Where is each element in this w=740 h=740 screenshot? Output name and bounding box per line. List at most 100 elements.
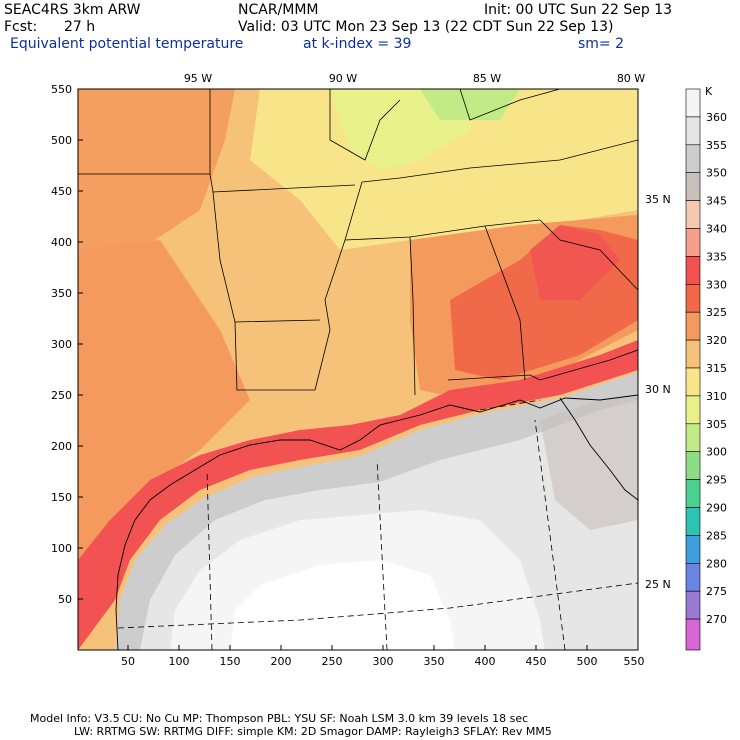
field-name: Equivalent potential temperature	[10, 36, 244, 52]
valid-time: Valid: 03 UTC Mon 23 Sep 13 (22 CDT Sun …	[238, 19, 614, 35]
colorbar-swatch-310	[685, 367, 701, 397]
gulf-max-band	[230, 560, 455, 650]
colorbar-label-310: 310	[706, 390, 727, 403]
graticule	[117, 399, 638, 650]
fcst-label: Fcst:	[4, 19, 38, 35]
colorbar-swatch-305	[685, 395, 701, 425]
colorbar-swatch-345	[685, 172, 701, 201]
colorbar-label-285: 285	[706, 529, 727, 542]
coastal-330-band	[78, 340, 638, 650]
texas-320-band	[78, 240, 250, 560]
footer-line-1: Model Info: V3.5 CU: No Cu MP: Thompson …	[30, 712, 529, 725]
colorbar-label-340: 340	[706, 223, 727, 236]
colorbar-label-320: 320	[706, 334, 727, 347]
theta-e-field	[78, 89, 638, 650]
lon-95w: 95 W	[184, 72, 212, 85]
y-tick-300: 300	[51, 338, 72, 351]
colorbar-swatch-290	[685, 479, 701, 508]
y-tick-150: 150	[51, 491, 72, 504]
west-320-band	[78, 89, 235, 260]
colorbar-swatch-270	[685, 590, 701, 620]
fcst-value: 27 h	[64, 19, 96, 35]
colorbar-label-290: 290	[706, 502, 727, 515]
level-info: at k-index = 39	[303, 36, 412, 52]
colorbar-label-275: 275	[706, 585, 727, 598]
colorbar-swatch-330	[685, 256, 701, 285]
y-tick-450: 450	[51, 185, 72, 198]
smoothing-info: sm= 2	[578, 36, 625, 52]
x-tick-100: 100	[169, 655, 190, 668]
colorbar-label-350: 350	[706, 167, 727, 180]
x-tick-500: 500	[577, 655, 598, 668]
footer-line-2: LW: RRTMG SW: RRTMG DIFF: simple KM: 2D …	[74, 725, 552, 738]
x-tick-200: 200	[271, 655, 292, 668]
colorbar-swatch-295	[685, 451, 701, 480]
florida-coast	[559, 397, 638, 501]
colorbar-swatch-below	[685, 618, 701, 651]
colorbar-swatch-355	[685, 116, 701, 146]
colorbar-swatch-350	[685, 144, 701, 174]
colorbar-label-280: 280	[706, 557, 727, 570]
x-tick-150: 150	[220, 655, 241, 668]
lat-25n: 25 N	[645, 578, 671, 591]
x-tick-50: 50	[121, 655, 135, 668]
colorbar-label-270: 270	[706, 613, 727, 626]
x-tick-450: 450	[526, 655, 547, 668]
y-tick-400: 400	[51, 236, 72, 249]
x-tick-400: 400	[475, 655, 496, 668]
model-title: SEAC4RS 3km ARW	[4, 2, 141, 18]
map-frame	[77, 88, 639, 651]
colorbar-label-335: 335	[706, 250, 727, 263]
colorbar-swatch-340	[685, 200, 701, 229]
colorbar-label-315: 315	[706, 362, 727, 375]
colorbar-swatch-285	[685, 507, 701, 536]
x-tick-300: 300	[373, 655, 394, 668]
y-tick-550: 550	[51, 83, 72, 96]
colorbar-swatch-300	[685, 423, 701, 452]
colorbar-swatch-320	[685, 311, 701, 341]
colorbar-swatch-325	[685, 283, 701, 313]
y-tick-250: 250	[51, 389, 72, 402]
y-tick-500: 500	[51, 134, 72, 147]
y-tick-100: 100	[51, 542, 72, 555]
colorbar-swatch-335	[685, 228, 701, 257]
x-tick-550: 550	[624, 655, 645, 668]
colorbar-swatch-275	[685, 562, 701, 592]
north-300-band	[420, 89, 520, 120]
colorbar-label-345: 345	[706, 195, 727, 208]
y-tick-50: 50	[58, 593, 72, 606]
colorbar-swatch-280	[685, 535, 701, 564]
colorbar-label-305: 305	[706, 418, 727, 431]
init-time: Init: 00 UTC Sun 22 Sep 13	[484, 2, 673, 18]
state-borders	[78, 89, 638, 396]
lon-85w: 85 W	[473, 72, 501, 85]
y-tick-350: 350	[51, 287, 72, 300]
lon-90w: 90 W	[329, 72, 357, 85]
colorbar-label-295: 295	[706, 474, 727, 487]
colorbar-label-330: 330	[706, 278, 727, 291]
y-tick-labels: 550 500 450 400 350 300 250 200 150 100 …	[51, 83, 72, 606]
lat-35n: 35 N	[645, 193, 671, 206]
colorbar-swatch-360	[685, 88, 701, 118]
y-tick-200: 200	[51, 440, 72, 453]
colorbar-label-325: 325	[706, 306, 727, 319]
colorbar-label-300: 300	[706, 446, 727, 459]
x-tick-labels: 50 100 150 200 250 300 350 400 450 500 5…	[121, 655, 645, 668]
colorbar: 360 355 350 345 340 335 330 325 320 315 310 305 300 2…	[685, 88, 727, 651]
colorbar-label-360: 360	[706, 111, 727, 124]
center-name: NCAR/MMM	[238, 2, 319, 18]
x-tick-350: 350	[424, 655, 445, 668]
lat-labels: 35 N 30 N 25 N	[645, 193, 671, 591]
colorbar-label-355: 355	[706, 139, 727, 152]
tick-marks	[78, 88, 588, 650]
lat-30n: 30 N	[645, 383, 671, 396]
georgia-330-band	[530, 225, 620, 300]
coastline	[115, 394, 638, 650]
x-tick-250: 250	[322, 655, 343, 668]
lon-labels: 95 W 90 W 85 W 80 W	[184, 72, 645, 85]
lon-80w: 80 W	[617, 72, 645, 85]
colorbar-unit: K	[705, 85, 713, 98]
florida-345-band	[540, 395, 638, 530]
colorbar-swatch-315	[685, 339, 701, 369]
